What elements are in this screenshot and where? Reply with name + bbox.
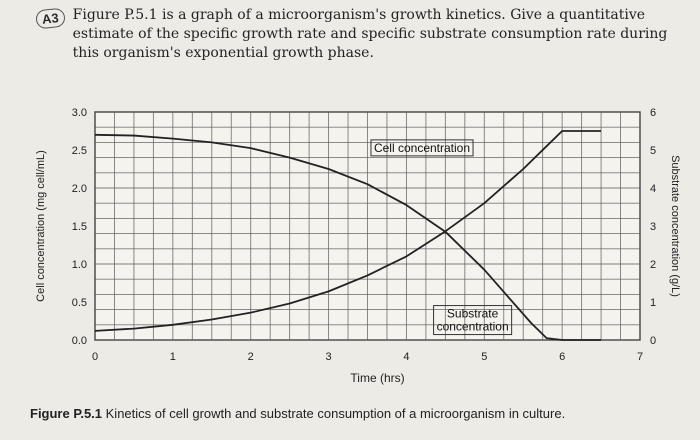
y-axis-label: Cell concentration (mg cell/mL) bbox=[35, 150, 47, 302]
x-tick-label: 4 bbox=[403, 351, 409, 363]
y2-tick-label: 5 bbox=[650, 145, 656, 157]
caption-text: Kinetics of cell growth and substrate co… bbox=[105, 406, 566, 421]
annotation-cell-concentration-text: Cell concentration bbox=[374, 141, 470, 155]
y2-tick-label: 4 bbox=[650, 183, 656, 195]
x-tick-label: 3 bbox=[326, 351, 332, 363]
x-tick-label: 1 bbox=[170, 351, 176, 363]
chart-grid bbox=[94, 111, 641, 341]
y-tick-label: 3.0 bbox=[72, 107, 87, 119]
question-text: Figure P.5.1 is a graph of a microorgani… bbox=[72, 7, 668, 61]
annotation-substrate-concentration-text: Substrate bbox=[447, 307, 499, 321]
figure-chart: 0 1 2 3 4 5 6 7 0.0 0.5 1.0 1.5 2.0 2.5 3.0 0 1 2 3 4 5 6 Tim… bbox=[0, 82, 700, 402]
annotation-substrate-concentration-box bbox=[433, 305, 513, 336]
x-tick-label: 7 bbox=[637, 351, 643, 363]
y-tick-label: 2.0 bbox=[72, 183, 87, 195]
y-tick-label: 0.5 bbox=[72, 297, 87, 309]
y2-tick-label: 0 bbox=[650, 335, 656, 347]
annotation-cell-concentration: Cell concentration bbox=[370, 139, 474, 157]
y2-tick-label: 2 bbox=[650, 259, 656, 271]
x-tick-label: 6 bbox=[559, 351, 565, 363]
chart-ticks: 0 1 2 3 4 5 6 7 0.0 0.5 1.0 1.5 2.0 2.5 3.0 0 1 2 3 4 5 6 bbox=[72, 107, 656, 363]
y-tick-label: 0.0 bbox=[72, 335, 87, 347]
chart-labels: Time (hrs) Cell concentration (mg cell/mL… bbox=[35, 139, 681, 385]
x-tick-label: 5 bbox=[481, 351, 487, 363]
series-line-cell-concentration bbox=[94, 130, 602, 332]
figure-caption: Figure P.5.1 Kinetics of cell growth and… bbox=[30, 406, 690, 421]
y-tick-label: 1.0 bbox=[72, 259, 87, 271]
caption-label: Figure P.5.1 bbox=[30, 406, 103, 421]
question-block: A3 Figure P.5.1 is a graph of a microorg… bbox=[35, 6, 686, 63]
series-line-substrate-concentration bbox=[94, 133, 602, 341]
y2-tick-label: 1 bbox=[650, 297, 656, 309]
x-axis-label: Time (hrs) bbox=[350, 371, 404, 385]
y2-tick-label: 3 bbox=[650, 221, 656, 233]
annotation-cell-concentration-box bbox=[370, 139, 474, 157]
y2-axis-label: Substrate concentration (g/L) bbox=[669, 155, 681, 297]
x-tick-label: 2 bbox=[248, 351, 254, 363]
y-tick-label: 2.5 bbox=[72, 145, 87, 157]
y-tick-label: 1.5 bbox=[72, 221, 87, 233]
question-number: A3 bbox=[35, 7, 66, 30]
chart-series bbox=[94, 130, 602, 341]
chart-svg: 0 1 2 3 4 5 6 7 0.0 0.5 1.0 1.5 2.0 2.5 3.0 0 1 2 3 4 5 6 Tim… bbox=[35, 107, 681, 385]
annotation-substrate-concentration-text: concentration bbox=[437, 320, 509, 334]
x-tick-label: 0 bbox=[92, 351, 98, 363]
y2-tick-label: 6 bbox=[650, 107, 656, 119]
